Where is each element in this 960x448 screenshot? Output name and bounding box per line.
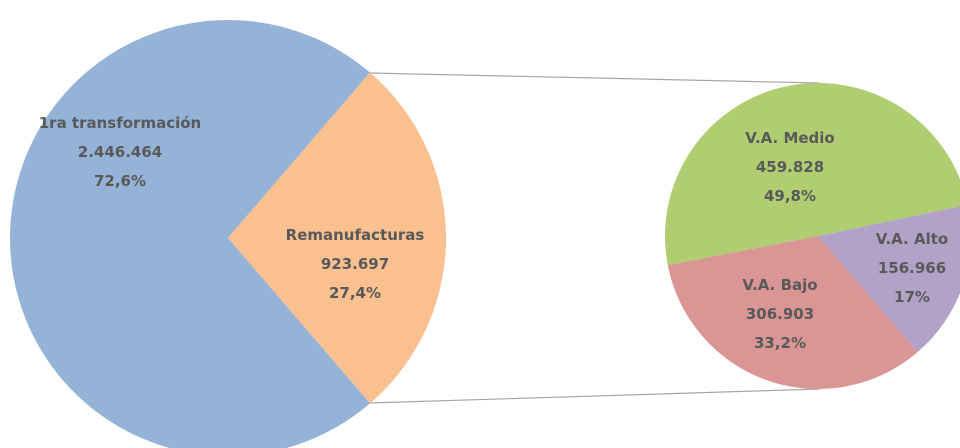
- data-label-line: 33,2%: [754, 334, 806, 352]
- data-label-line: 156.966: [878, 259, 946, 277]
- data-label: V.A. Bajo 306.903 33,2%: [742, 276, 817, 352]
- data-label-line: 2.446.464: [78, 143, 162, 161]
- connector-line: [369, 72, 821, 84]
- data-label-line: Remanufacturas: [286, 226, 425, 244]
- data-label: V.A. Medio 459.828 49,8%: [745, 129, 834, 205]
- data-label-line: 17%: [894, 288, 930, 306]
- pie-slice: [667, 236, 918, 389]
- pie-slice: [10, 20, 371, 448]
- data-label-line: 49,8%: [764, 187, 816, 205]
- pie-slice: [228, 72, 446, 404]
- data-label-line: V.A. Medio: [745, 129, 834, 147]
- data-label-line: 72,6%: [94, 172, 146, 190]
- pie-slice: [818, 206, 960, 353]
- pie-slice: [664, 83, 960, 266]
- data-label-line: 1ra transformación: [39, 114, 201, 132]
- connector-line: [369, 388, 821, 404]
- data-label-line: V.A. Bajo: [742, 276, 817, 294]
- data-label-line: 27,4%: [329, 284, 381, 302]
- data-label-line: 306.903: [746, 305, 814, 323]
- data-label: Remanufacturas 923.697 27,4%: [286, 226, 425, 302]
- data-label: 1ra transformación 2.446.464 72,6%: [39, 114, 201, 190]
- data-label-line: 923.697: [321, 255, 389, 273]
- data-label-line: 459.828: [756, 158, 824, 176]
- data-label: V.A. Alto 156.966 17%: [876, 230, 948, 306]
- data-label-line: V.A. Alto: [876, 230, 948, 248]
